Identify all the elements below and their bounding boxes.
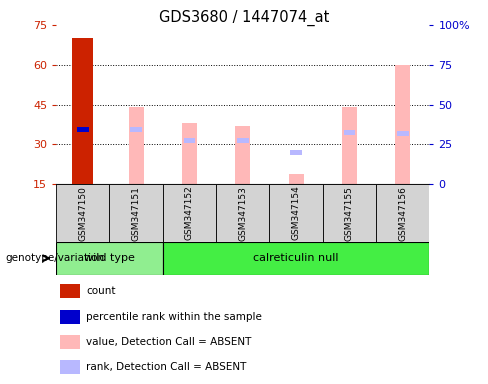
Text: GSM347151: GSM347151	[132, 186, 141, 240]
Bar	[130, 127, 142, 132]
Bar	[235, 126, 250, 184]
Bar	[395, 65, 410, 184]
Bar	[342, 107, 357, 184]
Text: genotype/variation: genotype/variation	[5, 253, 104, 263]
Bar	[163, 242, 429, 275]
Bar	[269, 184, 323, 242]
Text: calreticulin null: calreticulin null	[253, 253, 339, 263]
Bar	[163, 184, 216, 242]
Bar	[60, 361, 81, 374]
Bar	[109, 184, 163, 242]
Text: GSM347154: GSM347154	[292, 186, 301, 240]
Bar	[290, 150, 302, 155]
Text: wild type: wild type	[84, 253, 135, 263]
Bar	[182, 123, 197, 184]
Text: GSM347156: GSM347156	[398, 186, 407, 240]
Text: GSM347150: GSM347150	[78, 186, 87, 240]
Bar	[344, 130, 355, 135]
Bar	[56, 242, 163, 275]
Bar	[129, 107, 143, 184]
Bar	[72, 38, 94, 184]
Bar	[56, 184, 109, 242]
Text: GSM347152: GSM347152	[185, 186, 194, 240]
Bar	[397, 131, 408, 136]
Text: value, Detection Call = ABSENT: value, Detection Call = ABSENT	[86, 337, 251, 347]
Bar	[60, 310, 81, 324]
Bar	[288, 174, 304, 184]
Bar	[237, 138, 249, 143]
Bar	[60, 335, 81, 349]
Bar	[376, 184, 429, 242]
Bar	[323, 184, 376, 242]
Text: rank, Detection Call = ABSENT: rank, Detection Call = ABSENT	[86, 362, 246, 372]
Bar	[77, 127, 89, 132]
Bar	[60, 284, 81, 298]
Text: GDS3680 / 1447074_at: GDS3680 / 1447074_at	[159, 10, 329, 26]
Text: count: count	[86, 286, 116, 296]
Text: percentile rank within the sample: percentile rank within the sample	[86, 311, 262, 321]
Text: GSM347155: GSM347155	[345, 186, 354, 240]
Bar	[183, 138, 195, 143]
Text: GSM347153: GSM347153	[238, 186, 247, 240]
Bar	[216, 184, 269, 242]
